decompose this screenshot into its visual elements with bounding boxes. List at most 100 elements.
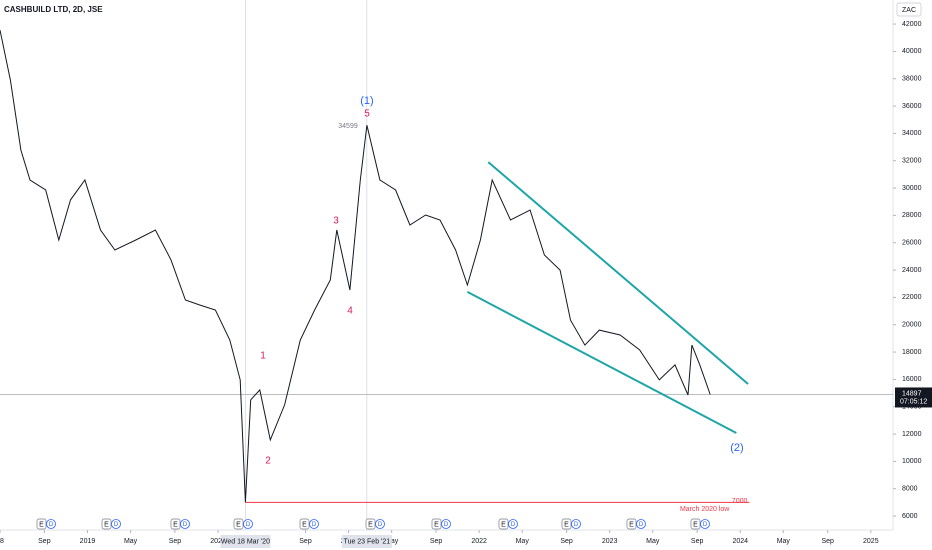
dividend-icon xyxy=(700,519,710,529)
dividend-letter: D xyxy=(574,522,579,528)
wave-label: 2 xyxy=(265,456,271,467)
earnings-letter: E xyxy=(368,521,373,528)
x-tick-label: 2020 xyxy=(210,538,226,545)
y-tick-label: 40000 xyxy=(902,48,922,55)
dividend-icon xyxy=(46,519,56,529)
support-label: March 2020 low xyxy=(680,506,730,513)
x-tick-label: 2024 xyxy=(732,538,748,545)
last-price-box xyxy=(895,387,932,408)
dividend-letter: D xyxy=(444,522,449,528)
earnings-letter: E xyxy=(39,521,44,528)
y-tick-label: 18000 xyxy=(902,349,922,356)
dividend-icon xyxy=(111,519,121,529)
dividend-letter: D xyxy=(246,522,251,528)
crosshair-label: Tue 23 Feb '21 xyxy=(344,538,391,545)
earnings-icon xyxy=(101,518,112,530)
y-tick-label: 32000 xyxy=(902,158,922,165)
dividend-letter: D xyxy=(114,522,119,528)
earnings-icon xyxy=(690,518,701,530)
earnings-letter: E xyxy=(302,521,307,528)
earnings-icon xyxy=(170,518,181,530)
x-tick-label: May xyxy=(777,538,791,545)
dividend-icon xyxy=(180,519,190,529)
support-value: 7000 xyxy=(732,498,748,505)
crosshair-label: Wed 18 Mar '20 xyxy=(221,538,270,545)
x-tick-label: Sep xyxy=(430,538,443,545)
x-tick-label: 2023 xyxy=(602,538,618,545)
wave-label: 34599 xyxy=(338,123,358,130)
wave-label: (2) xyxy=(730,442,743,454)
dividend-letter: D xyxy=(49,522,54,528)
wave-label: 4 xyxy=(347,306,353,317)
y-tick-label: 28000 xyxy=(902,212,922,219)
dividend-icon xyxy=(375,519,385,529)
dividend-letter: D xyxy=(639,522,644,528)
y-tick-label: 12000 xyxy=(902,431,922,438)
earnings-icon xyxy=(299,518,310,530)
y-tick-label: 10000 xyxy=(902,458,922,465)
x-tick-label: Sep xyxy=(299,538,312,545)
earnings-letter: E xyxy=(236,521,241,528)
dividend-icon xyxy=(508,519,518,529)
dividend-letter: D xyxy=(312,522,317,528)
y-tick-label: 38000 xyxy=(902,76,922,83)
earnings-icon xyxy=(36,518,47,530)
x-tick-label: Sep xyxy=(169,538,182,545)
x-tick-label: 18 xyxy=(0,538,4,545)
earnings-icon xyxy=(233,518,244,530)
earnings-icon xyxy=(561,518,572,530)
x-tick-label: May xyxy=(385,538,399,545)
currency-box xyxy=(896,2,922,17)
y-tick-label: 8000 xyxy=(902,486,918,493)
dividend-letter: D xyxy=(703,522,708,528)
trendline xyxy=(466,291,737,434)
wave-label: 3 xyxy=(333,216,339,227)
x-tick-label: May xyxy=(646,538,660,545)
x-tick-label: 2022 xyxy=(471,538,487,545)
crosshair-label-box xyxy=(220,535,271,548)
earnings-icon xyxy=(431,518,442,530)
x-tick-label: Sep xyxy=(821,538,834,545)
x-tick-label: Sep xyxy=(38,538,51,545)
dividend-icon xyxy=(636,519,646,529)
y-tick-label: 42000 xyxy=(902,21,922,28)
price-line xyxy=(0,29,711,503)
dividend-icon xyxy=(243,519,253,529)
x-tick-label: May xyxy=(124,538,138,545)
currency: ZAC xyxy=(902,7,916,14)
y-tick-label: 24000 xyxy=(902,267,922,274)
y-tick-label: 22000 xyxy=(902,294,922,301)
earnings-icon xyxy=(365,518,376,530)
earnings-letter: E xyxy=(629,521,634,528)
y-tick-label: 6000 xyxy=(902,513,918,520)
earnings-icon xyxy=(498,518,509,530)
trendline xyxy=(487,161,749,385)
dividend-icon xyxy=(309,519,319,529)
countdown-label: 07:05:12 xyxy=(900,398,927,405)
y-tick-label: 26000 xyxy=(902,240,922,247)
y-tick-label: 16000 xyxy=(902,376,922,383)
earnings-letter: E xyxy=(564,521,569,528)
dividend-letter: D xyxy=(378,522,383,528)
earnings-letter: E xyxy=(173,521,178,528)
x-tick-label: May xyxy=(516,538,530,545)
earnings-letter: E xyxy=(434,521,439,528)
wave-label: 5 xyxy=(364,109,370,120)
x-tick-label: Sep xyxy=(560,538,573,545)
x-tick-label: 2019 xyxy=(80,538,96,545)
last-price-label: 14897 xyxy=(902,390,922,397)
crosshair-label-box xyxy=(341,535,392,548)
x-tick-label: Sep xyxy=(691,538,704,545)
x-tick-label: 2025 xyxy=(863,538,879,545)
y-tick-label: 30000 xyxy=(902,185,922,192)
wave-label: 1 xyxy=(260,351,266,362)
dividend-icon xyxy=(441,519,451,529)
y-tick-label: 36000 xyxy=(902,103,922,110)
earnings-letter: E xyxy=(104,521,109,528)
earnings-letter: E xyxy=(501,521,506,528)
earnings-icon xyxy=(626,518,637,530)
dividend-letter: D xyxy=(183,522,188,528)
earnings-letter: E xyxy=(693,521,698,528)
wave-label: (1) xyxy=(360,95,373,107)
